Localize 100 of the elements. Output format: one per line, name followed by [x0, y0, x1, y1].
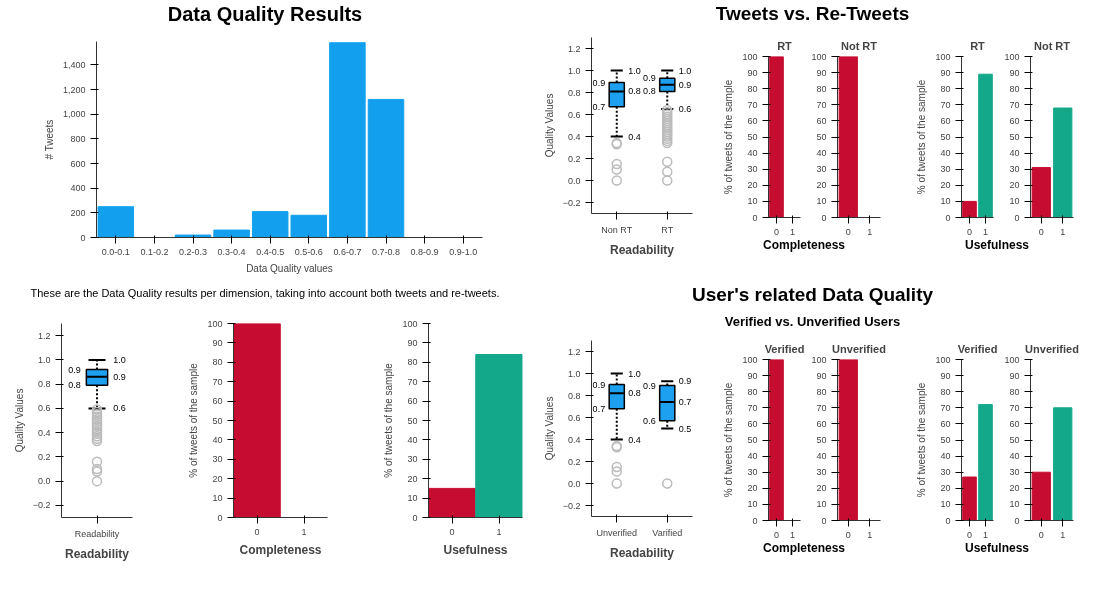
y-tick-label: 0.2 [37, 451, 51, 462]
x-tick-label: 0.5-0.6 [294, 246, 323, 257]
text: 0.9 [678, 79, 692, 90]
text: 0.9 [678, 376, 692, 387]
y-tick-label: 60 [747, 418, 758, 429]
y-tick-label: 90 [940, 67, 951, 78]
y-axis-title: % of tweets of the sample [916, 79, 928, 195]
text: 0.8 [628, 86, 641, 97]
y-tick-label: 70 [816, 402, 827, 413]
y-tick-label: 10 [747, 499, 758, 510]
y-tick-label: 20 [747, 483, 758, 494]
y-tick-label: 20 [1009, 180, 1020, 191]
y-tick-label: −0.2 [32, 500, 51, 511]
y-tick-label: 70 [940, 402, 951, 413]
x-tick-label: Unverified [596, 527, 638, 538]
y-tick-label: 80 [747, 386, 758, 397]
y-tick-label: 100 [742, 354, 758, 365]
y-tick-label: 0.0 [37, 476, 51, 487]
y-tick-label: 80 [816, 83, 827, 94]
y-tick-label: 10 [212, 493, 223, 504]
x-tick-label: 1 [1060, 226, 1066, 237]
x-tick-label: RT [661, 224, 674, 235]
x-axis-title: Completeness [762, 237, 846, 254]
y-tick-label: 100 [935, 51, 951, 62]
y-tick-label: 70 [407, 376, 418, 387]
x-tick-label: 1 [983, 226, 989, 237]
text: 0.9 [643, 73, 656, 84]
y-tick-label: 1.0 [567, 368, 581, 379]
y-tick-label: 30 [816, 467, 827, 478]
y-tick-label: 400 [70, 183, 86, 194]
y-tick-label: 0 [945, 515, 951, 526]
x-tick-label: 0 [774, 226, 780, 237]
y-tick-label: 40 [407, 434, 418, 445]
y-tick-label: 80 [747, 83, 758, 94]
y-tick-label: 90 [1009, 370, 1020, 381]
y-tick-label: 0.6 [37, 403, 51, 414]
chart-title: Data Quality Results [167, 2, 363, 27]
y-tick-label: 90 [407, 337, 418, 348]
x-tick-label: 0.4-0.5 [256, 246, 285, 257]
y-tick-label: 0 [752, 212, 758, 223]
y-tick-label: 70 [1009, 99, 1020, 110]
y-tick-label: 100 [742, 51, 758, 62]
y-tick-label: 30 [1009, 467, 1020, 478]
y-tick-label: 60 [816, 115, 827, 126]
bar [213, 229, 250, 238]
x-tick-label: 0.8-0.9 [410, 246, 439, 257]
y-tick-label: 10 [1009, 196, 1020, 207]
text: 1.0 [678, 65, 692, 76]
text: Verified vs. Unverified Users [724, 313, 901, 331]
y-tick-label: 1.2 [567, 43, 581, 54]
y-tick-label: 20 [940, 483, 951, 494]
y-tick-label: 90 [747, 370, 758, 381]
x-tick-label: 1 [301, 526, 307, 537]
y-tick-label: 0 [752, 515, 758, 526]
y-tick-label: 30 [940, 164, 951, 175]
x-tick-label: 0.1-0.2 [140, 246, 169, 257]
text: 1.0 [628, 65, 641, 76]
y-tick-label: 50 [816, 132, 827, 142]
y-tick-label: 0 [217, 512, 223, 523]
y-tick-label: 90 [1009, 67, 1020, 78]
y-tick-label: 100 [1004, 354, 1020, 365]
text: 0.7 [678, 397, 692, 408]
y-tick-label: 20 [747, 180, 758, 191]
x-tick-label: Varified [652, 527, 683, 538]
y-tick-label: 50 [1009, 435, 1020, 445]
bar [329, 42, 366, 238]
text: 0.6 [643, 415, 656, 426]
y-tick-label: 50 [940, 132, 951, 142]
text: 0.8 [628, 388, 641, 399]
y-tick-label: 1.2 [567, 346, 581, 357]
chart-title: RT [970, 39, 986, 52]
text: Tweets vs. Re-Tweets [715, 2, 910, 26]
x-tick-label: 0 [774, 529, 780, 540]
x-axis-title: Completeness [762, 540, 846, 557]
x-axis-title: Readability [609, 545, 675, 560]
y-tick-label: 60 [816, 418, 827, 429]
y-axis-title: % of tweets of the sample [383, 362, 395, 478]
y-tick-label: 0 [1014, 515, 1020, 526]
y-tick-label: 0.2 [567, 153, 581, 164]
y-tick-label: 0.4 [37, 427, 51, 438]
y-tick-label: 70 [816, 99, 827, 110]
y-axis-title: Quality Values [543, 396, 555, 461]
x-tick-label: 0.9-1.0 [449, 246, 478, 257]
text: User's related Data Quality [691, 283, 934, 307]
y-tick-label: 1,000 [62, 109, 86, 120]
y-tick-label: 80 [1009, 386, 1020, 397]
y-tick-label: 80 [212, 357, 223, 368]
x-tick-label: 0 [254, 526, 260, 537]
y-tick-label: 80 [940, 83, 951, 94]
y-tick-label: 0.0 [567, 478, 581, 489]
y-tick-label: 100 [811, 51, 827, 62]
text: 1.0 [628, 368, 641, 379]
text: These are the Data Quality results per dimension, taking into account both tweets and re-tweets. [30, 286, 500, 301]
y-tick-label: 90 [940, 370, 951, 381]
text: 0.9 [592, 77, 606, 88]
y-tick-label: 0.4 [567, 131, 581, 142]
y-axis-title: Quality Values [13, 388, 25, 453]
y-tick-label: 60 [747, 115, 758, 126]
text: 0.7 [592, 101, 606, 112]
y-tick-label: −0.2 [562, 500, 581, 511]
